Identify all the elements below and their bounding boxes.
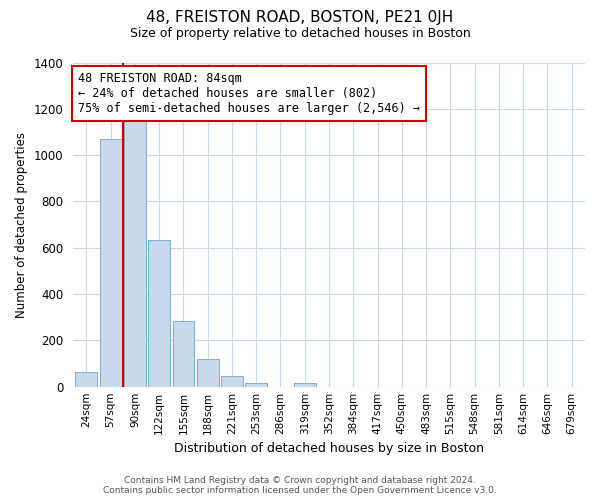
Bar [100, 139, 122, 386]
Bar [148, 240, 170, 386]
Bar [221, 376, 243, 386]
Text: Contains HM Land Registry data © Crown copyright and database right 2024.
Contai: Contains HM Land Registry data © Crown c… [103, 476, 497, 495]
Bar [294, 382, 316, 386]
Bar [173, 320, 194, 386]
Text: 48, FREISTON ROAD, BOSTON, PE21 0JH: 48, FREISTON ROAD, BOSTON, PE21 0JH [146, 10, 454, 25]
X-axis label: Distribution of detached houses by size in Boston: Distribution of detached houses by size … [174, 442, 484, 455]
Y-axis label: Number of detached properties: Number of detached properties [15, 132, 28, 318]
Bar [76, 372, 97, 386]
Bar [197, 359, 218, 386]
Bar [245, 382, 267, 386]
Text: 48 FREISTON ROAD: 84sqm
← 24% of detached houses are smaller (802)
75% of semi-d: 48 FREISTON ROAD: 84sqm ← 24% of detache… [78, 72, 420, 115]
Text: Size of property relative to detached houses in Boston: Size of property relative to detached ho… [130, 28, 470, 40]
Bar [124, 119, 146, 386]
